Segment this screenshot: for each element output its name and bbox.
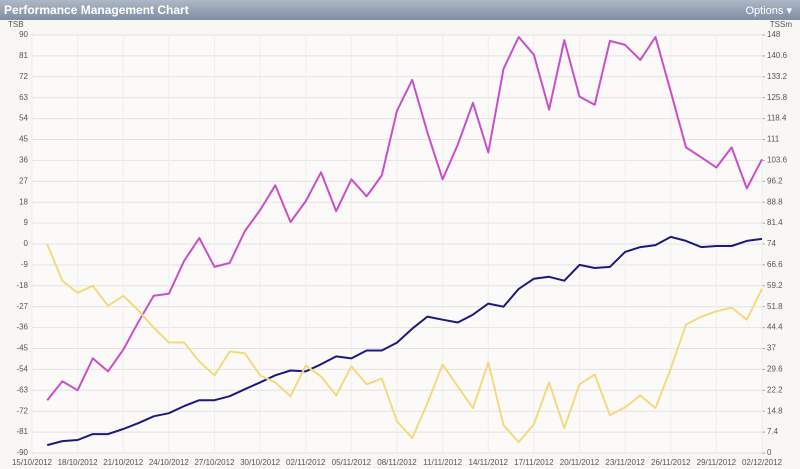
y2-tick-label: 81.4 [767,218,783,227]
x-tick-label: 14/11/2012 [469,458,509,467]
title-bar: Performance Management Chart Options ▾ [0,0,800,20]
y-tick-label: 45 [19,135,28,144]
y2-tick-label: 7.4 [767,427,779,436]
x-tick-label: 20/11/2012 [560,458,600,467]
y2-tick-label: 88.8 [767,197,783,206]
series-line [46,36,763,401]
y-tick-label: -18 [16,281,28,290]
x-tick-label: 11/11/2012 [423,458,462,467]
y-tick-label: -36 [16,323,28,332]
y2-tick-label: 118.4 [767,114,787,123]
y2-tick-label: 96.2 [767,176,783,185]
y2-tick-label: 111 [767,135,780,144]
y2-tick-label: 66.6 [767,260,783,269]
options-menu[interactable]: Options ▾ [745,5,793,17]
series-line [46,243,763,444]
y2-tick-label: 125.8 [767,93,788,102]
y2-tick-label: 148 [767,30,781,39]
y-tick-label: -27 [16,302,28,311]
x-tick-label: 17/11/2012 [514,458,554,467]
y2-tick-label: 74 [767,239,776,248]
y-tick-label: 90 [19,30,28,39]
y-tick-label: -9 [21,260,29,269]
y2-tick-label: 37 [767,344,776,353]
y-tick-label: 72 [19,72,28,81]
x-tick-label: 24/10/2012 [149,458,190,467]
y-tick-label: -81 [16,427,28,436]
y2-tick-label: 51.8 [767,302,783,311]
options-label[interactable]: Options [745,5,784,17]
x-tick-label: 29/11/2012 [697,458,737,467]
y-tick-label: 9 [24,218,29,227]
y-tick-label: -45 [16,344,28,353]
x-tick-label: 15/10/2012 [12,458,53,467]
y-tick-label: 54 [19,114,28,123]
y2-tick-label: 14.8 [767,406,783,415]
x-tick-label: 27/10/2012 [194,458,235,467]
y2-tick-label: 0 [767,448,772,457]
y-tick-label: 36 [19,156,28,165]
x-tick-label: 26/11/2012 [651,458,691,467]
y-tick-label: -63 [16,385,28,394]
y-tick-label: 27 [19,176,28,185]
series-line [46,235,763,447]
y-tick-label: -72 [16,406,28,415]
y-axis-label: TSB [8,20,24,29]
y-tick-label: -54 [16,365,28,374]
y2-tick-label: 103.6 [767,156,788,165]
y-tick-label: -90 [16,448,28,457]
x-tick-label: 18/10/2012 [58,458,99,467]
y-tick-label: 0 [24,239,29,248]
y2-tick-label: 22.2 [767,385,783,394]
y2-tick-label: 29.6 [767,365,783,374]
x-tick-label: 21/10/2012 [103,458,144,467]
y2-tick-label: 59.2 [767,281,783,290]
x-tick-label: 08/11/2012 [377,458,417,467]
y-tick-label: 81 [19,51,28,60]
y2-tick-label: 44.4 [767,323,783,332]
y2-tick-label: 140.6 [767,51,788,60]
y2-tick-label: 133.2 [767,72,788,81]
y-tick-label: 18 [19,197,28,206]
x-tick-label: 30/10/2012 [240,458,281,467]
chart: TSB TSSm 90817263544536271890-9-18-27-36… [0,20,800,469]
y2-axis-label: TSSm [770,20,793,29]
x-tick-label: 23/11/2012 [605,458,645,467]
x-tick-label: 05/11/2012 [332,458,372,467]
x-tick-label: 02/12/2012 [742,458,783,467]
y-tick-label: 63 [19,93,28,102]
panel-title: Performance Management Chart [4,3,189,17]
x-tick-label: 02/11/2012 [286,458,326,467]
